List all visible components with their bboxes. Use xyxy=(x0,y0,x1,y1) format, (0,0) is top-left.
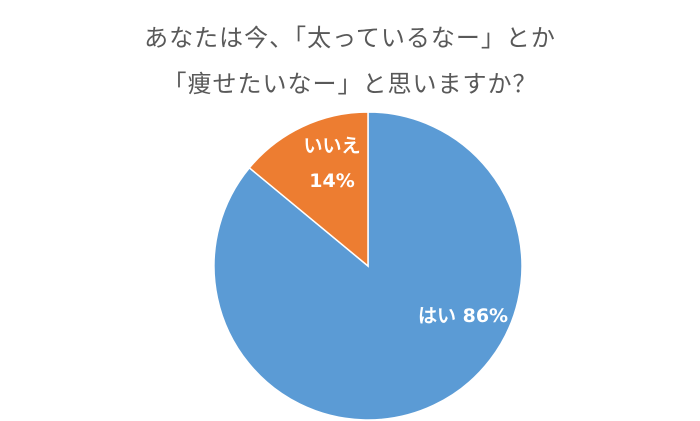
pie-slices xyxy=(213,111,523,421)
chart-title-line-1: あなたは今、「太っているなー」とか xyxy=(144,24,556,52)
chart-title-line-2: 「痩せたいなー」と思いますか？ xyxy=(162,70,538,98)
slice-label-yes: はい 86% xyxy=(418,305,508,327)
pie-slice-no xyxy=(248,111,369,268)
slice-label-no-value: 14% xyxy=(309,170,354,192)
slice-label-no-name: いいえ xyxy=(303,135,360,157)
pie-labels: はい 86% いいえ 14% xyxy=(303,135,508,327)
